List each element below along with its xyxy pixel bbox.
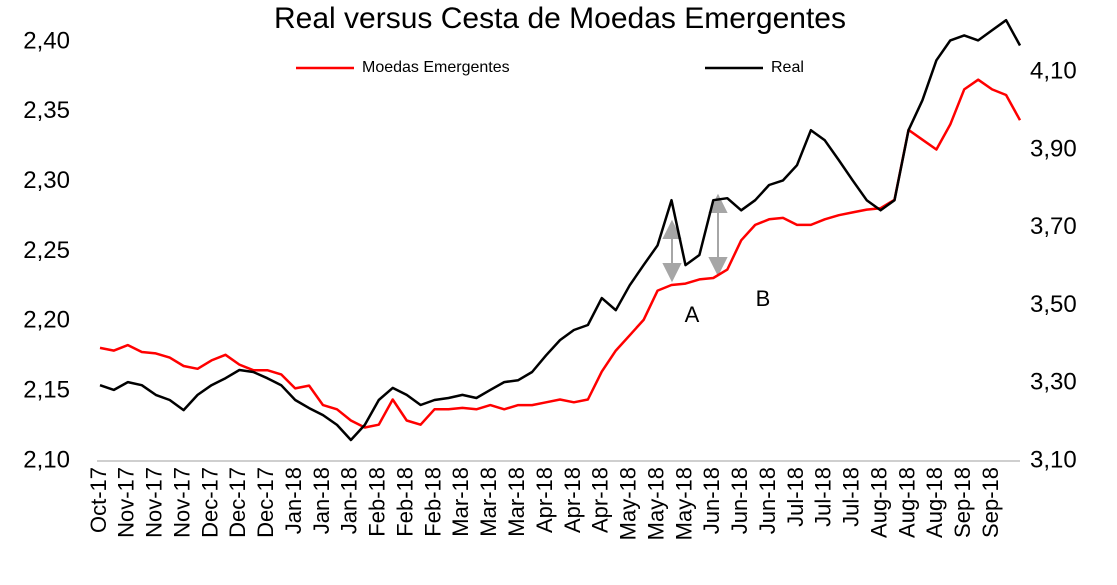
- series-line: [99, 18, 1022, 442]
- x-tick-label: Apr-18: [532, 467, 557, 533]
- y-tick-label: 2,25: [23, 237, 70, 264]
- x-tick-label: Aug-18: [894, 467, 919, 538]
- legend-label: Moedas Emergentes: [362, 59, 510, 76]
- y-tick-label: 2,20: [23, 307, 70, 334]
- x-tick-label: Sep-18: [978, 467, 1003, 538]
- x-tick-label: Dec-17: [253, 467, 278, 538]
- y2-tick-label: 3,90: [1030, 135, 1077, 162]
- annotation: A: [685, 302, 700, 327]
- x-tick-label: May-18: [671, 467, 696, 540]
- x-tick-label: Mar-18: [504, 467, 529, 537]
- x-tick-label: Aug-18: [922, 467, 947, 538]
- y-tick-label: 2,15: [23, 377, 70, 404]
- y2-tick-label: 3,30: [1030, 369, 1077, 396]
- chart-title: Real versus Cesta de Moedas Emergentes: [274, 2, 846, 35]
- x-tick-label: Sep-18: [950, 467, 975, 538]
- arrow-head: [662, 263, 682, 283]
- x-tick-label: Dec-17: [225, 467, 250, 538]
- x-tick-label: Mar-18: [448, 467, 473, 537]
- x-tick-label: Aug-18: [866, 467, 891, 538]
- arrow-head: [708, 193, 728, 213]
- x-tick-label: Feb-18: [420, 467, 445, 537]
- x-tick-label: Jun-18: [727, 467, 752, 534]
- x-tick-label: Apr-18: [588, 467, 613, 533]
- legend-label: Real: [771, 59, 804, 76]
- x-tick-label: May-18: [616, 467, 641, 540]
- x-tick-label: Oct-17: [86, 467, 111, 533]
- y2-tick-label: 3,10: [1030, 446, 1077, 473]
- x-tick-label: Jan-18: [309, 467, 334, 534]
- x-tick-label: Mar-18: [476, 467, 501, 537]
- x-tick-label: Jan-18: [281, 467, 306, 534]
- y-tick-label: 2,10: [23, 446, 70, 473]
- x-tick-label: Jan-18: [337, 467, 362, 534]
- x-tick-label: Jul-18: [811, 467, 836, 527]
- x-tick-label: Jun-18: [755, 467, 780, 534]
- y2-tick-label: 3,50: [1030, 291, 1077, 318]
- y-tick-label: 2,35: [23, 97, 70, 124]
- x-tick-label: Jul-18: [839, 467, 864, 527]
- series-line: [99, 78, 1022, 429]
- y2-tick-label: 3,70: [1030, 213, 1077, 240]
- annotation: B: [756, 286, 771, 311]
- x-tick-label: Nov-17: [142, 467, 167, 538]
- arrow-head: [708, 257, 728, 277]
- x-tick-label: Jul-18: [783, 467, 808, 527]
- arrows: [662, 193, 728, 283]
- y-tick-label: 2,40: [23, 27, 70, 54]
- x-tick-label: Feb-18: [392, 467, 417, 537]
- y2-tick-label: 4,10: [1030, 58, 1077, 85]
- x-tick-label: Dec-17: [197, 467, 222, 538]
- arrow-head: [662, 219, 682, 239]
- x-tick-label: May-18: [643, 467, 668, 540]
- x-tick-label: Nov-17: [169, 467, 194, 538]
- x-tick-label: Feb-18: [365, 467, 390, 537]
- x-tick-label: Jun-18: [699, 467, 724, 534]
- x-tick-label: Apr-18: [560, 467, 585, 533]
- y-tick-label: 2,30: [23, 167, 70, 194]
- x-tick-label: Nov-17: [114, 467, 139, 538]
